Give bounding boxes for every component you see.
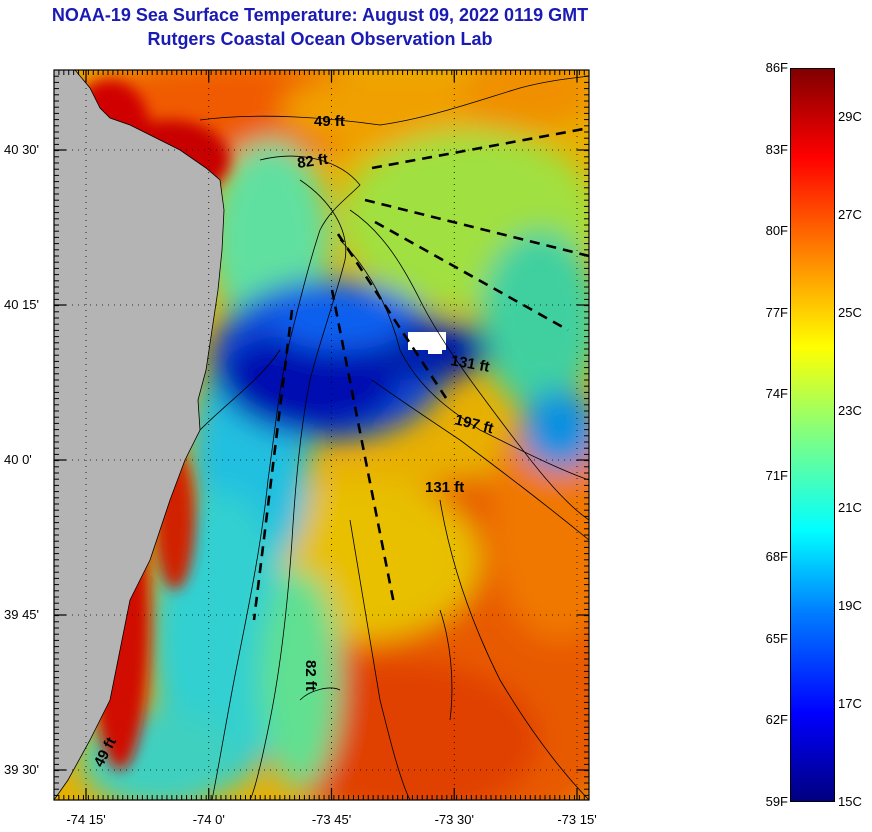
colorbar-celsius-label: 25C (838, 304, 862, 320)
depth-label-131ft-south: 131 ft (425, 479, 464, 496)
lat-label-40-0: 40 0' (4, 452, 32, 467)
colorbar-fahrenheit-label: 74F (765, 386, 788, 402)
map-subtitle: Rutgers Coastal Ocean Observation Lab (147, 29, 493, 49)
lon-label-74-0: -74 0' (192, 812, 225, 827)
lon-label-73-15: -73 15' (557, 812, 597, 827)
colorbar-fahrenheit-label: 80F (765, 223, 788, 239)
colorbar-fahrenheit-label: 77F (765, 304, 788, 320)
map-frame (53, 69, 590, 801)
lon-label-74-15: -74 15' (66, 812, 106, 827)
transect-lines (252, 126, 589, 621)
temperature-colorbar (790, 68, 835, 802)
colorbar-fahrenheit-label: 62F (765, 712, 788, 728)
colorbar-celsius-label: 21C (838, 500, 862, 516)
colorbar-celsius-label: 23C (838, 402, 862, 418)
colorbar-celsius-label: 15C (838, 794, 862, 809)
colorbar-fahrenheit-label: 59F (765, 794, 788, 809)
colorbar-celsius-label: 29C (838, 108, 862, 124)
lat-label-40-15: 40 15' (4, 297, 40, 312)
colorbar-fahrenheit-label: 68F (765, 549, 788, 565)
land-mass (54, 70, 225, 800)
depth-label-82ft-south: 82 ft (302, 660, 319, 691)
colorbar-celsius-label: 27C (838, 206, 862, 222)
colorbar-celsius-label: 19C (838, 598, 862, 614)
depth-label-82ft-north: 82 ft (296, 151, 329, 172)
lon-label-73-30: -73 30' (434, 812, 474, 827)
lat-label-39-30: 39 30' (4, 762, 40, 777)
colorbar-fahrenheit-label: 65F (765, 630, 788, 646)
lon-label-73-45: -73 45' (311, 812, 352, 827)
colorbar-fahrenheit-label: 83F (765, 141, 788, 157)
depth-label-49ft-north: 49 ft (314, 113, 345, 130)
frame-minor-ticks (53, 69, 589, 800)
graticule (54, 70, 589, 800)
lat-label-39-45: 39 45' (4, 607, 40, 622)
map-title: NOAA-19 Sea Surface Temperature: August … (51, 5, 589, 25)
sst-field: 49 ft 82 ft 131 ft 197 ft 131 ft 82 ft 4… (54, 70, 589, 800)
colorbar-celsius-label: 17C (838, 696, 862, 712)
colorbar-fahrenheit-label: 71F (765, 467, 788, 483)
lat-label-40-30: 40 30' (4, 142, 40, 157)
bathymetry-contours (199, 75, 589, 800)
depth-label-131ft-east: 131 ft (449, 352, 491, 376)
colorbar-fahrenheit-label: 86F (765, 60, 788, 75)
